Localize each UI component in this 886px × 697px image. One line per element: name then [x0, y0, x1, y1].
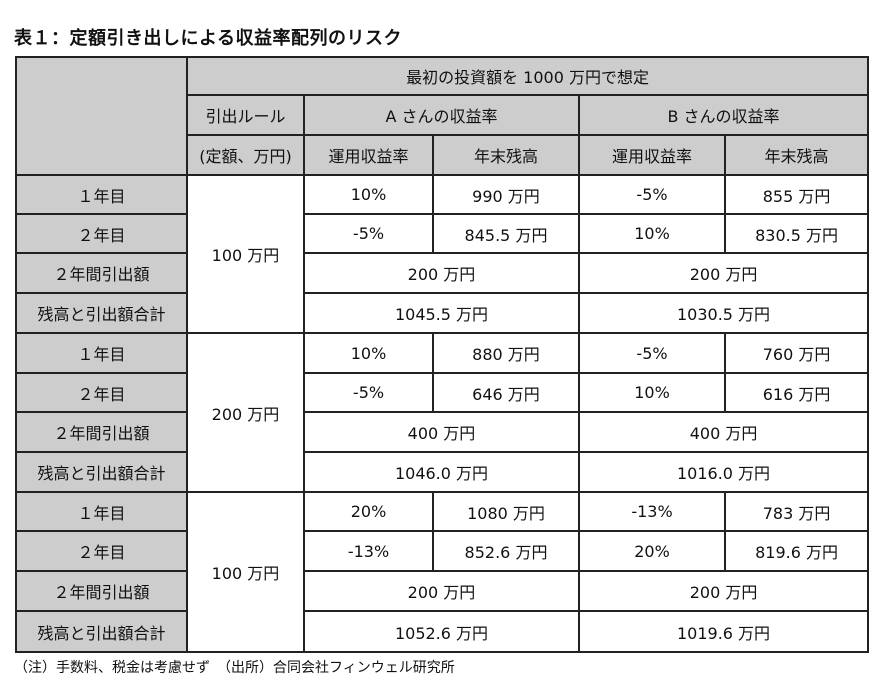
b-withdrawal-cell: 200 万円: [577, 252, 870, 294]
header-corner-cell: [15, 56, 188, 176]
rule-header-line2: (定額、万円): [186, 134, 305, 176]
b-rate-cell: -5%: [578, 332, 726, 374]
b-rate-cell: 20%: [578, 530, 726, 572]
a-balance-header: 年末残高: [432, 134, 580, 176]
b-withdrawal-cell: 400 万円: [577, 411, 870, 453]
a-withdrawal-cell: 200 万円: [303, 252, 580, 294]
scenario-header: 最初の投資額を 1000 万円で想定: [185, 56, 870, 96]
table-title: 表１：定額引き出しによる収益率配列のリスク: [14, 28, 402, 49]
b-balance-cell: 760 万円: [723, 332, 870, 374]
row-label-year2: ２年目: [15, 530, 188, 572]
withdrawal-rule-cell: 100 万円: [186, 174, 305, 334]
b-balance-cell: 819.6 万円: [723, 530, 870, 572]
row-label-sum: 残高と引出額合計: [15, 451, 188, 493]
row-label-year1: １年目: [15, 491, 188, 532]
row-label-total-withdrawal: ２年間引出額: [15, 411, 188, 453]
b-rate-cell: -5%: [578, 174, 726, 215]
a-balance-cell: 1080 万円: [432, 491, 580, 532]
person-a-header: A さんの収益率: [303, 94, 580, 136]
b-sum-cell: 1016.0 万円: [577, 451, 870, 493]
a-withdrawal-cell: 200 万円: [303, 570, 580, 612]
b-rate-header: 運用収益率: [578, 134, 726, 176]
a-sum-cell: 1052.6 万円: [303, 610, 580, 653]
a-rate-cell: -5%: [303, 372, 434, 413]
b-rate-cell: 10%: [578, 372, 726, 413]
table-row: ２年間引出額 200 万円 200 万円: [15, 570, 870, 612]
person-b-header: B さんの収益率: [577, 94, 870, 136]
a-balance-cell: 845.5 万円: [432, 213, 580, 254]
table-row: 残高と引出額合計 1046.0 万円 1016.0 万円: [15, 451, 870, 493]
a-rate-cell: 20%: [303, 491, 434, 532]
withdrawal-rule-cell: 100 万円: [186, 491, 305, 653]
a-balance-cell: 852.6 万円: [432, 530, 580, 572]
b-rate-cell: -13%: [578, 491, 726, 532]
table-row: １年目 200 万円 10% 880 万円 -5% 760 万円: [15, 332, 870, 493]
table-row: ２年目 -5% 845.5 万円 10% 830.5 万円: [15, 213, 870, 254]
a-rate-cell: 10%: [303, 332, 434, 374]
table-row: １年目 100 万円 20% 1080 万円 -13% 783 万円: [15, 491, 870, 653]
a-rate-cell: -13%: [303, 530, 434, 572]
a-sum-cell: 1046.0 万円: [303, 451, 580, 493]
table-row: １年目 100 万円 10% 990 万円 -5% 855 万円: [15, 174, 870, 334]
a-rate-cell: -5%: [303, 213, 434, 254]
b-balance-cell: 830.5 万円: [723, 213, 870, 254]
b-balance-cell: 783 万円: [723, 491, 870, 532]
table-row: ２年目 -13% 852.6 万円 20% 819.6 万円: [15, 530, 870, 572]
a-balance-cell: 880 万円: [432, 332, 580, 374]
table-row: ２年間引出額 200 万円 200 万円: [15, 252, 870, 294]
return-sequence-table: 最初の投資額を 1000 万円で想定 引出ルール A さんの収益率 B さんの収…: [15, 56, 870, 653]
a-rate-header: 運用収益率: [303, 134, 434, 176]
b-balance-cell: 616 万円: [723, 372, 870, 413]
rule-header-line1: 引出ルール: [186, 94, 305, 136]
b-sum-cell: 1019.6 万円: [577, 610, 870, 653]
table-row: ２年目 -5% 646 万円 10% 616 万円: [15, 372, 870, 413]
row-label-sum: 残高と引出額合計: [15, 292, 188, 334]
source-footnote: （注）手数料、税金は考慮せず （出所）合同会社フィンウェル研究所: [14, 660, 455, 676]
row-label-total-withdrawal: ２年間引出額: [15, 570, 188, 612]
b-balance-header: 年末残高: [723, 134, 870, 176]
row-label-sum: 残高と引出額合計: [15, 610, 188, 653]
b-sum-cell: 1030.5 万円: [577, 292, 870, 334]
table-row: 残高と引出額合計 1052.6 万円 1019.6 万円: [15, 610, 870, 653]
row-label-year1: １年目: [15, 332, 188, 374]
b-balance-cell: 855 万円: [723, 174, 870, 215]
a-balance-cell: 990 万円: [432, 174, 580, 215]
b-rate-cell: 10%: [578, 213, 726, 254]
b-withdrawal-cell: 200 万円: [577, 570, 870, 612]
a-withdrawal-cell: 400 万円: [303, 411, 580, 453]
row-label-year2: ２年目: [15, 372, 188, 413]
row-label-year2: ２年目: [15, 213, 188, 254]
table-row: 残高と引出額合計 1045.5 万円 1030.5 万円: [15, 292, 870, 334]
row-label-total-withdrawal: ２年間引出額: [15, 252, 188, 294]
table-row: ２年間引出額 400 万円 400 万円: [15, 411, 870, 453]
a-rate-cell: 10%: [303, 174, 434, 215]
a-sum-cell: 1045.5 万円: [303, 292, 580, 334]
row-label-year1: １年目: [15, 174, 188, 215]
withdrawal-rule-cell: 200 万円: [186, 332, 305, 493]
a-balance-cell: 646 万円: [432, 372, 580, 413]
